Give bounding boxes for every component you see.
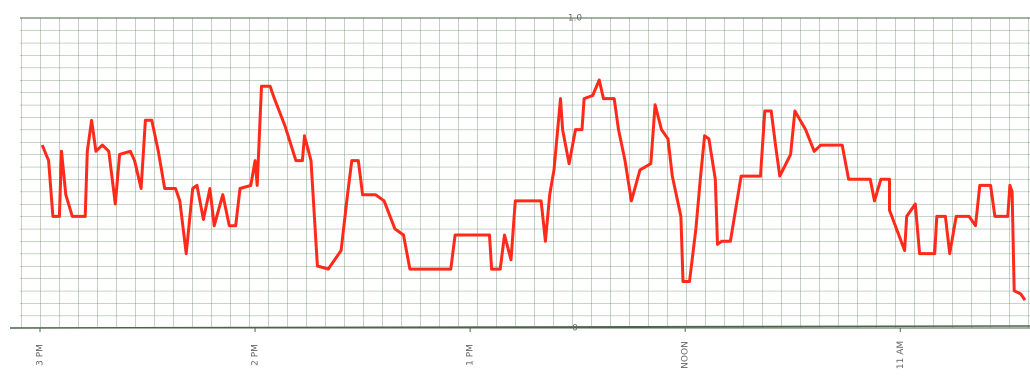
- x-tick-label: 2 PM: [251, 344, 261, 366]
- y-tick-label: 0: [572, 324, 578, 334]
- chart: 0 1.0 3 PM 2 PM 1 PM NOON 11 AM: [0, 0, 1030, 386]
- x-tick-label: 11 AM: [896, 341, 906, 369]
- x-tick-label: 1 PM: [466, 344, 476, 366]
- y-tick-label: 1.0: [568, 14, 583, 24]
- chart-paper: [20, 18, 1030, 328]
- page: {"chart_data": {"type": "line", "x": [14…: [0, 0, 1030, 386]
- x-tick-label: 3 PM: [36, 344, 46, 366]
- x-tick-label: NOON: [681, 341, 691, 369]
